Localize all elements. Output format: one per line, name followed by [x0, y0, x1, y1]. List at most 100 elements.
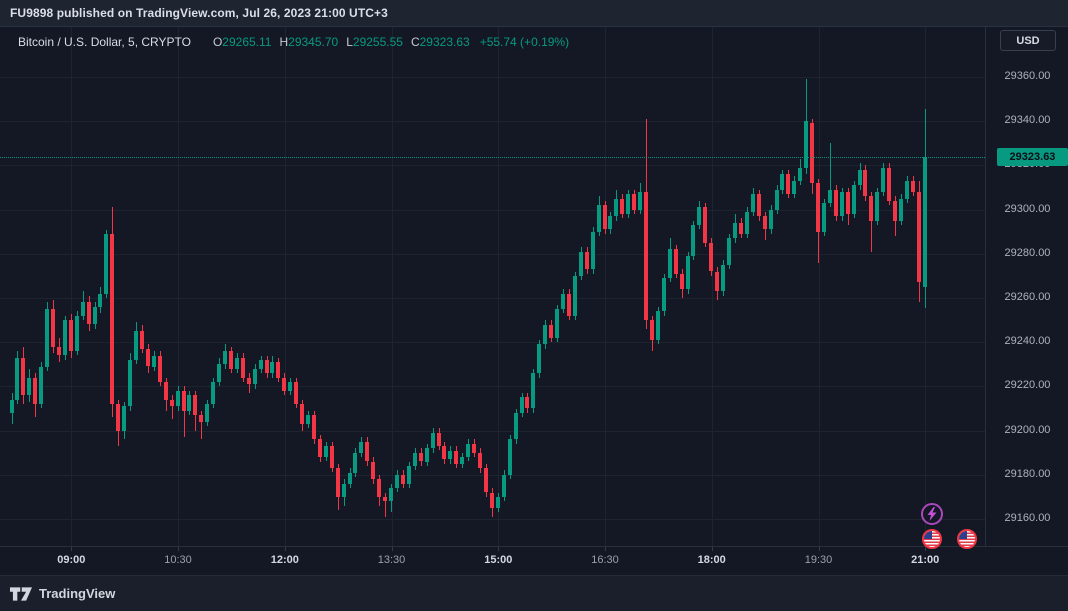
low-label: L [346, 35, 353, 49]
candle-body [169, 399, 174, 407]
candle-body [252, 368, 257, 385]
candle-body [578, 251, 583, 276]
time-tick-label: 10:30 [164, 554, 192, 566]
candle-body [602, 205, 607, 230]
candle-body [863, 169, 868, 197]
candle-body [205, 404, 210, 422]
horizontal-gridline [0, 298, 985, 299]
candle-body [632, 194, 637, 210]
candle-body [288, 382, 293, 391]
time-tick-label: 15:00 [484, 554, 513, 566]
high-value: 29345.70 [288, 35, 339, 49]
time-tick-mark [391, 547, 393, 551]
lightning-event-icon[interactable] [921, 503, 943, 525]
us-flag-event-icon-2[interactable] [957, 529, 977, 549]
us-flag-event-icon-1[interactable] [922, 529, 942, 549]
vertical-gridline [711, 27, 713, 546]
candle-body [875, 191, 880, 221]
candle-body [323, 446, 328, 458]
price-tick-label: 29240.00 [1004, 335, 1051, 348]
candle-body [798, 167, 803, 181]
vertical-gridline [818, 27, 820, 546]
vertical-gridline [284, 27, 286, 546]
candle-body [294, 382, 299, 405]
candle-body [264, 359, 269, 374]
candle-body [163, 382, 168, 400]
price-tick-label: 29160.00 [1004, 512, 1051, 524]
candle-body [86, 302, 91, 325]
candle-body [851, 185, 856, 214]
candle-body [383, 496, 388, 502]
candle-body [258, 359, 263, 369]
horizontal-gridline [0, 209, 985, 211]
candle-body [134, 331, 138, 360]
candle-body [240, 357, 245, 378]
candle-body [869, 196, 874, 221]
candle-body [412, 452, 417, 466]
candle-body [495, 496, 500, 508]
currency-usd-button[interactable]: USD [1000, 30, 1056, 51]
candle-wick [385, 492, 387, 517]
candle-body [691, 225, 696, 256]
candle-body [460, 457, 465, 464]
horizontal-gridline [0, 342, 985, 344]
candle-body [365, 441, 370, 462]
candle-body [33, 377, 38, 405]
time-tick-mark [605, 547, 606, 551]
candle-body [9, 399, 14, 413]
candle-body [489, 492, 494, 508]
flag-canton [959, 531, 967, 539]
candle-body [810, 123, 814, 184]
candle-wick [871, 191, 873, 252]
candle-body [110, 233, 115, 405]
candle-body [483, 468, 488, 493]
time-tick-mark [818, 547, 820, 551]
candle-body [661, 278, 666, 312]
horizontal-gridline [0, 121, 985, 123]
plot-area[interactable] [0, 27, 985, 546]
horizontal-gridline [0, 253, 985, 255]
time-axis[interactable]: 09:00 10:30 12:00 13:30 15:00 16:30 18:00 19:30… [0, 546, 1068, 576]
price-tick-label: 29360.00 [1004, 70, 1051, 82]
candle-body [537, 344, 542, 374]
candle-body [655, 311, 660, 340]
last-price-tag: 29323.63 [997, 148, 1068, 167]
candle-body [347, 472, 352, 484]
candle-body [442, 446, 447, 460]
candle-body [792, 180, 797, 195]
horizontal-gridline [0, 430, 985, 432]
vertical-gridline [498, 27, 500, 546]
candle-body [561, 293, 565, 310]
candle-body [51, 309, 55, 347]
low-value: 29255.55 [352, 35, 403, 49]
price-axis[interactable]: 29360.0029340.0029320.0029300.0029280.00… [985, 27, 1068, 546]
candle-body [804, 121, 809, 168]
time-tick-label: 16:30 [591, 554, 619, 566]
candle-body [39, 366, 44, 405]
candle-body [21, 357, 26, 396]
candle-body [74, 315, 79, 352]
candle-body [56, 346, 61, 356]
candle-body [270, 362, 275, 374]
candle-body [893, 200, 898, 221]
candle-body [400, 474, 405, 484]
candle-body [98, 293, 103, 307]
change-value: +55.74 (+0.19%) [479, 35, 570, 49]
candle-body [857, 169, 862, 186]
candle-body [780, 174, 785, 190]
candle-body [614, 198, 619, 217]
candle-body [353, 452, 358, 473]
price-tick-label: 29220.00 [1004, 379, 1051, 392]
candle-body [910, 180, 915, 192]
candle-body [341, 483, 346, 497]
candle-body [703, 207, 708, 243]
candle-body [887, 167, 892, 201]
candle-body [430, 432, 435, 449]
symbol-title: Bitcoin / U.S. Dollar, 5, CRYPTO [18, 35, 191, 49]
time-tick-label: 09:00 [57, 554, 86, 566]
tradingview-logo-link[interactable]: TradingView [0, 586, 115, 601]
candle-body [620, 198, 625, 215]
horizontal-gridline [0, 165, 985, 167]
attribution-bar: TradingView [0, 575, 1068, 611]
candle-body [193, 395, 198, 416]
